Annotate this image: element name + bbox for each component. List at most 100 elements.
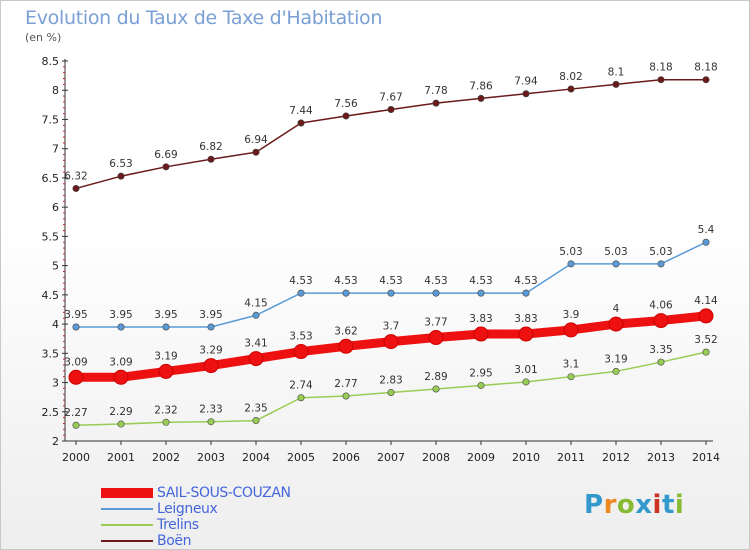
data-label: 2.95 (469, 367, 492, 379)
x-tick-label: 2006 (332, 451, 360, 464)
x-tick-label: 2007 (377, 451, 405, 464)
data-point (203, 358, 219, 374)
legend-swatch (101, 540, 153, 542)
data-point (657, 260, 665, 268)
x-tick-label: 2011 (557, 451, 585, 464)
data-label: 5.4 (698, 224, 715, 236)
data-point (162, 323, 170, 331)
y-tick-label: 5.5 (42, 230, 60, 243)
data-point (477, 94, 485, 102)
data-label: 3.52 (694, 334, 717, 346)
data-label: 8.18 (649, 62, 672, 74)
data-label: 7.44 (289, 105, 313, 117)
data-point (158, 363, 174, 379)
data-point (428, 330, 444, 346)
data-point (293, 344, 309, 360)
logo-letter: o (616, 490, 636, 520)
legend-label: Trelins (157, 517, 199, 533)
data-label: 3.95 (154, 309, 177, 321)
data-point (518, 326, 534, 342)
x-tick-label: 2001 (107, 451, 135, 464)
x-tick-label: 2009 (467, 451, 495, 464)
data-point (387, 106, 395, 114)
data-point (567, 260, 575, 268)
data-label: 3.62 (334, 325, 357, 337)
y-tick-label: 8.5 (42, 55, 60, 68)
data-point (698, 308, 714, 324)
data-label: 8.02 (559, 71, 582, 83)
data-label: 2.74 (289, 380, 313, 392)
data-label: 3.95 (109, 309, 132, 321)
data-label: 6.69 (154, 149, 177, 161)
legend-swatch (101, 488, 153, 498)
data-label: 5.03 (604, 246, 627, 258)
data-point (657, 76, 665, 84)
data-point (68, 369, 84, 385)
legend-label: Boën (157, 533, 192, 549)
logo-letter: i (674, 490, 685, 520)
data-label: 4 (613, 303, 620, 315)
data-point (162, 163, 170, 171)
data-label: 3.95 (199, 309, 222, 321)
data-label: 7.67 (379, 92, 402, 104)
data-point (387, 289, 395, 297)
legend-label: SAIL-SOUS-COUZAN (157, 485, 291, 501)
data-label: 2.35 (244, 403, 267, 415)
data-point (117, 323, 125, 331)
data-label: 4.15 (244, 297, 267, 309)
data-label: 4.53 (289, 275, 312, 287)
data-label: 4.53 (469, 275, 492, 287)
x-tick-label: 2012 (602, 451, 630, 464)
data-label: 4.53 (379, 275, 402, 287)
data-point (207, 323, 215, 331)
proxiti-logo: Proxiti (584, 490, 684, 520)
data-label: 8.18 (694, 62, 717, 74)
data-point (342, 289, 350, 297)
data-point (342, 112, 350, 120)
data-label: 3.1 (563, 359, 580, 371)
data-point (432, 385, 440, 393)
data-label: 8.1 (608, 66, 625, 78)
x-tick-label: 2013 (647, 451, 675, 464)
data-label: 4.06 (649, 300, 673, 312)
legend-swatch (101, 508, 153, 510)
data-point (522, 289, 530, 297)
data-label: 2.77 (334, 378, 357, 390)
data-point (113, 369, 129, 385)
data-point (207, 418, 215, 426)
data-point (297, 289, 305, 297)
y-tick-label: 4.5 (42, 289, 60, 302)
data-point (387, 388, 395, 396)
y-tick-label: 8 (52, 84, 59, 97)
y-tick-label: 7 (52, 143, 59, 156)
data-label: 4.14 (694, 295, 718, 307)
y-tick-label: 6 (52, 201, 59, 214)
data-point (117, 420, 125, 428)
data-label: 4.53 (424, 275, 447, 287)
data-point (608, 316, 624, 332)
data-point (702, 238, 710, 246)
data-point (383, 334, 399, 350)
data-point (522, 378, 530, 386)
data-point (252, 417, 260, 425)
data-point (653, 313, 669, 329)
data-label: 7.78 (424, 85, 447, 97)
x-tick-label: 2014 (692, 451, 720, 464)
data-point (612, 367, 620, 375)
data-label: 2.83 (379, 374, 402, 386)
x-tick-label: 2010 (512, 451, 540, 464)
logo-letter: t (661, 490, 675, 520)
y-tick-label: 3.5 (42, 347, 60, 360)
data-label: 2.89 (424, 371, 447, 383)
data-label: 3.83 (469, 313, 492, 325)
x-tick-label: 2005 (287, 451, 315, 464)
data-point (563, 322, 579, 338)
data-label: 6.53 (109, 158, 132, 170)
data-point (657, 358, 665, 366)
data-point (297, 119, 305, 127)
data-label: 3.09 (64, 356, 87, 368)
data-label: 4.53 (514, 275, 537, 287)
data-point (702, 348, 710, 356)
data-label: 3.83 (514, 313, 537, 325)
